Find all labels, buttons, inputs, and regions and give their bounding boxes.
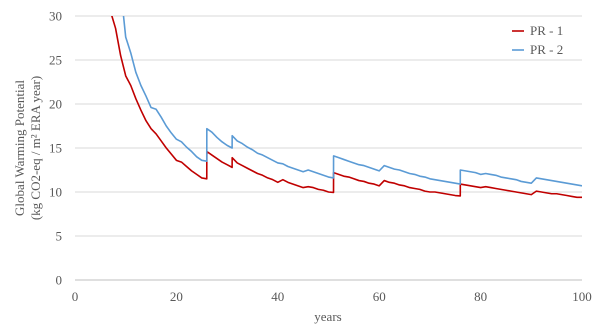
- x-tick-label: 20: [170, 289, 183, 304]
- gridlines: [75, 15, 582, 237]
- legend-label-pr-2: PR - 2: [530, 42, 563, 57]
- y-axis-label-line-1: Global Warming Potential: [12, 80, 27, 216]
- y-tick-label: 0: [56, 273, 63, 288]
- y-tick-label: 10: [49, 185, 62, 200]
- y-tick-label: 30: [49, 9, 62, 24]
- y-tick-labels: 0 5 10 15 20 25 30: [49, 9, 62, 288]
- series-line-1: [111, 16, 582, 199]
- x-axis-label: years: [314, 309, 341, 324]
- y-tick-label: 15: [49, 141, 62, 156]
- series-line-2: [122, 16, 582, 187]
- y-tick-label: 5: [56, 229, 63, 244]
- x-tick-label: 40: [271, 289, 284, 304]
- legend: PR - 1 PR - 2: [512, 23, 563, 57]
- legend-label-pr-1: PR - 1: [530, 23, 563, 38]
- series-lines: [111, 16, 582, 199]
- x-tick-label: 0: [72, 289, 79, 304]
- x-tick-label: 60: [373, 289, 386, 304]
- x-tick-label: 100: [572, 289, 592, 304]
- y-tick-label: 20: [49, 97, 62, 112]
- x-tick-label: 80: [474, 289, 487, 304]
- y-tick-label: 25: [49, 53, 62, 68]
- y-axis-label-line-2: (kg CO2-eq / m² ERA year): [28, 76, 43, 220]
- y-axis-label: Global Warming Potential (kg CO2-eq / m²…: [12, 76, 43, 220]
- x-tick-labels: 0 20 40 60 80 100: [72, 289, 592, 304]
